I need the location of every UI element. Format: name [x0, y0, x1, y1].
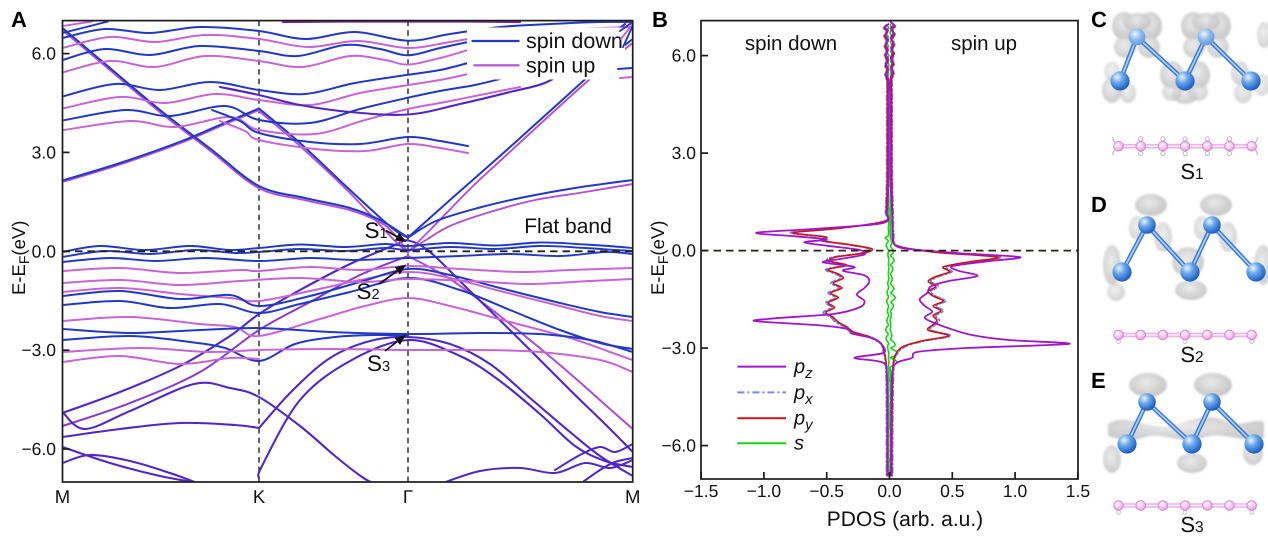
svg-text:S2: S2: [1180, 342, 1203, 367]
svg-text:A: A: [11, 7, 27, 32]
svg-text:3.0: 3.0: [672, 143, 697, 163]
svg-text:K: K: [253, 486, 266, 507]
svg-text:E-EF(eV): E-EF(eV): [647, 221, 671, 295]
svg-text:pz: pz: [793, 356, 813, 382]
svg-text:0.0: 0.0: [877, 481, 902, 501]
svg-text:S1: S1: [1180, 159, 1203, 184]
svg-text:s: s: [794, 433, 804, 455]
svg-text:S2: S2: [357, 279, 380, 304]
svg-text:−1.0: −1.0: [747, 481, 782, 501]
svg-text:S3: S3: [1180, 512, 1203, 537]
svg-text:PDOS (arb. a.u.): PDOS (arb. a.u.): [827, 508, 983, 531]
svg-text:Γ: Γ: [403, 486, 413, 507]
svg-text:spin down: spin down: [526, 29, 623, 53]
svg-text:spin up: spin up: [526, 54, 595, 78]
svg-text:6.0: 6.0: [672, 46, 697, 66]
svg-text:3.0: 3.0: [32, 142, 57, 162]
svg-text:D: D: [1091, 192, 1107, 217]
svg-text:6.0: 6.0: [32, 44, 57, 64]
svg-text:B: B: [652, 7, 668, 32]
svg-text:0.5: 0.5: [940, 481, 964, 501]
svg-text:−6.0: −6.0: [661, 436, 696, 456]
svg-text:1.0: 1.0: [1003, 481, 1028, 501]
svg-text:0.0: 0.0: [672, 241, 697, 261]
svg-text:M: M: [55, 486, 70, 507]
svg-text:−3.0: −3.0: [661, 338, 696, 358]
svg-text:−3.0: −3.0: [21, 340, 56, 360]
svg-text:−0.5: −0.5: [809, 481, 844, 501]
svg-text:C: C: [1091, 7, 1107, 32]
svg-text:0.0: 0.0: [32, 241, 57, 261]
svg-text:−1.5: −1.5: [684, 481, 719, 501]
svg-text:M: M: [625, 486, 640, 507]
svg-text:1.5: 1.5: [1066, 481, 1090, 501]
svg-text:E-EF(eV): E-EF(eV): [8, 221, 32, 295]
svg-text:−6.0: −6.0: [21, 439, 56, 459]
svg-text:E: E: [1091, 368, 1106, 393]
svg-text:py: py: [793, 408, 814, 434]
svg-text:Flat band: Flat band: [524, 215, 612, 238]
svg-text:spin down: spin down: [745, 32, 837, 55]
svg-text:px: px: [793, 382, 813, 408]
svg-text:S3: S3: [367, 351, 390, 376]
svg-text:spin up: spin up: [951, 32, 1017, 55]
